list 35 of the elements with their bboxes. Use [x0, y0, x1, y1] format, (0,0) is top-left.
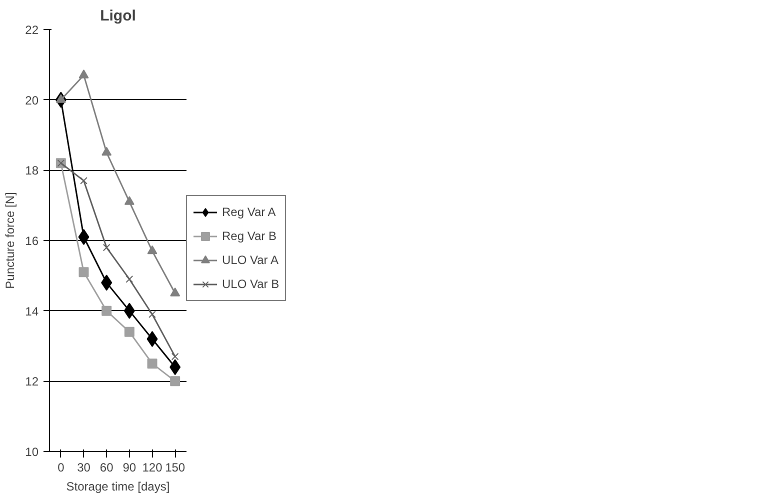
point: [171, 352, 179, 360]
legend-label: Reg Var A: [222, 205, 276, 219]
y-tick-label: 16: [25, 234, 39, 248]
y-tick-label: 18: [25, 164, 39, 178]
point: [102, 244, 110, 252]
point: [78, 267, 89, 278]
x-axis-title: Storage time [days]: [66, 480, 170, 494]
point: [126, 276, 134, 283]
legend-label: ULO Var A: [222, 253, 278, 267]
x-tick-label: 30: [77, 460, 91, 474]
point: [124, 326, 134, 337]
point: [102, 306, 112, 316]
point: [147, 358, 158, 369]
x-tick-label: 150: [165, 460, 186, 474]
x-tick-label: 60: [100, 460, 114, 474]
point: [148, 310, 156, 318]
point: [102, 146, 112, 156]
point: [78, 70, 89, 78]
x-tick-label: 0: [58, 460, 65, 474]
y-tick-label: 22: [25, 23, 39, 37]
point: [124, 196, 134, 205]
y-tick-label: 20: [25, 93, 39, 108]
legend-label: Reg Var B: [222, 229, 276, 243]
point: [80, 177, 88, 184]
y-tick-label: 10: [25, 445, 39, 459]
point: [170, 376, 180, 386]
y-tick-label: 14: [25, 304, 39, 318]
point: [170, 288, 180, 296]
x-tick-label: 90: [122, 460, 136, 474]
chart-title: Ligol: [100, 8, 136, 24]
y-tick-label: 12: [25, 374, 39, 389]
legend-label: ULO Var B: [222, 277, 280, 291]
point: [147, 245, 158, 254]
x-tick-label: 120: [142, 460, 163, 474]
y-axis-title: Puncture force [N]: [3, 192, 18, 289]
